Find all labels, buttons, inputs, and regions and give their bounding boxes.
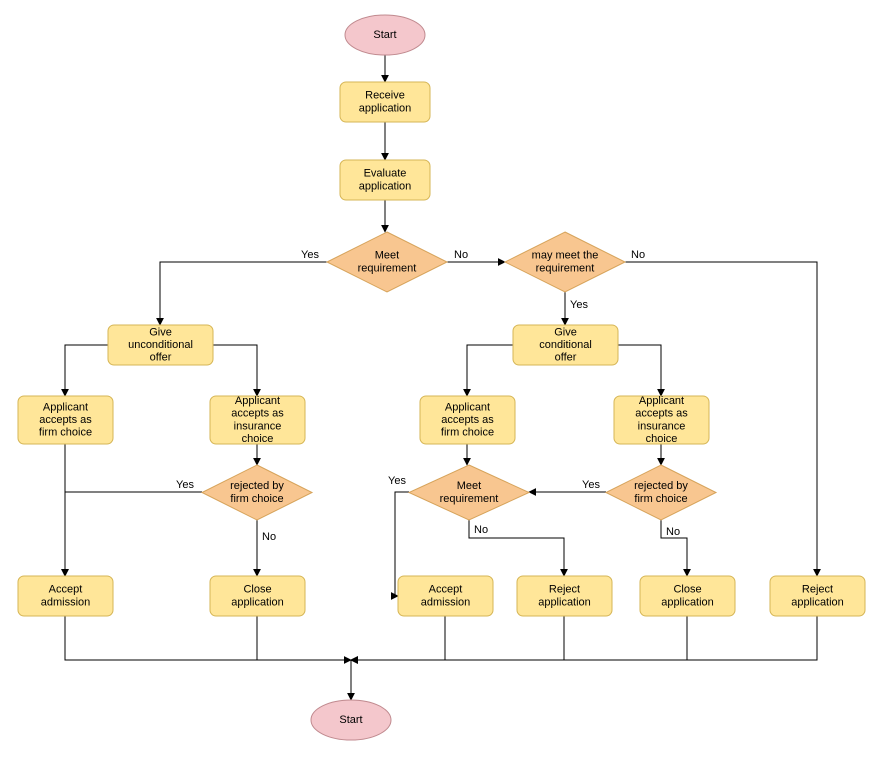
node-label: rejected byfirm choice <box>634 480 688 505</box>
node-give_cond: Giveconditionaloffer <box>513 325 618 365</box>
flow-edge <box>467 345 513 396</box>
node-u_ins: Applicantaccepts asinsurancechoice <box>210 395 305 445</box>
flow-edge <box>257 616 351 660</box>
nodes-layer: Start Receiveapplication Evaluateapplicati… <box>18 15 865 740</box>
flow-edge <box>351 616 687 660</box>
flow-edge <box>351 616 564 660</box>
edge-label: No <box>454 249 468 261</box>
flow-edge <box>213 345 257 396</box>
node-meet_req: Meetrequirement <box>327 232 447 292</box>
node-start: Start <box>345 15 425 55</box>
node-end: Start <box>311 700 391 740</box>
node-label: Start <box>373 29 396 41</box>
node-label: Applicantaccepts asfirm choice <box>39 401 92 438</box>
edge-label: Yes <box>176 479 194 491</box>
flow-edge <box>618 345 661 396</box>
node-label: Receiveapplication <box>359 90 412 115</box>
flow-edge <box>160 262 327 325</box>
node-u_close: Closeapplication <box>210 576 305 616</box>
node-c_reject: Rejectapplication <box>517 576 612 616</box>
edge-label: No <box>262 531 276 543</box>
edge-label: No <box>474 524 488 536</box>
node-c_meet_req: Meetrequirement <box>409 465 529 520</box>
node-c_firm: Applicantaccepts asfirm choice <box>420 396 515 444</box>
edge-label: Yes <box>582 479 600 491</box>
edge-label: Yes <box>301 249 319 261</box>
node-c_close: Closeapplication <box>640 576 735 616</box>
node-c_rej_firm: rejected byfirm choice <box>606 465 716 520</box>
node-c_reject2: Rejectapplication <box>770 576 865 616</box>
flowchart-canvas: Yes No Yes No Yes No Yes No Yes No Start Receiveapp… <box>0 0 887 770</box>
flow-edge <box>351 616 445 660</box>
node-may_meet: may meet therequirement <box>505 232 625 292</box>
edge-label: No <box>631 249 645 261</box>
flow-edge <box>65 345 108 396</box>
edge-label: Yes <box>570 299 588 311</box>
node-u_rej_firm: rejected byfirm choice <box>202 465 312 520</box>
node-label: Evaluateapplication <box>359 168 412 193</box>
flow-edge <box>65 492 202 576</box>
node-u_firm: Applicantaccepts asfirm choice <box>18 396 113 444</box>
flow-edge <box>351 616 817 660</box>
edge-label: Yes <box>388 475 406 487</box>
node-label: may meet therequirement <box>532 250 599 275</box>
node-receive: Receiveapplication <box>340 82 430 122</box>
edge-label: No <box>666 526 680 538</box>
node-u_accept: Acceptadmission <box>18 576 113 616</box>
node-label: rejected byfirm choice <box>230 480 284 505</box>
node-evaluate: Evaluateapplication <box>340 160 430 200</box>
node-c_ins: Applicantaccepts asinsurancechoice <box>614 395 709 445</box>
flow-edge <box>65 616 351 700</box>
node-give_uncond: Giveunconditionaloffer <box>108 325 213 365</box>
node-c_accept: Acceptadmission <box>398 576 493 616</box>
node-label: Start <box>339 714 362 726</box>
node-label: Applicantaccepts asfirm choice <box>441 401 494 438</box>
